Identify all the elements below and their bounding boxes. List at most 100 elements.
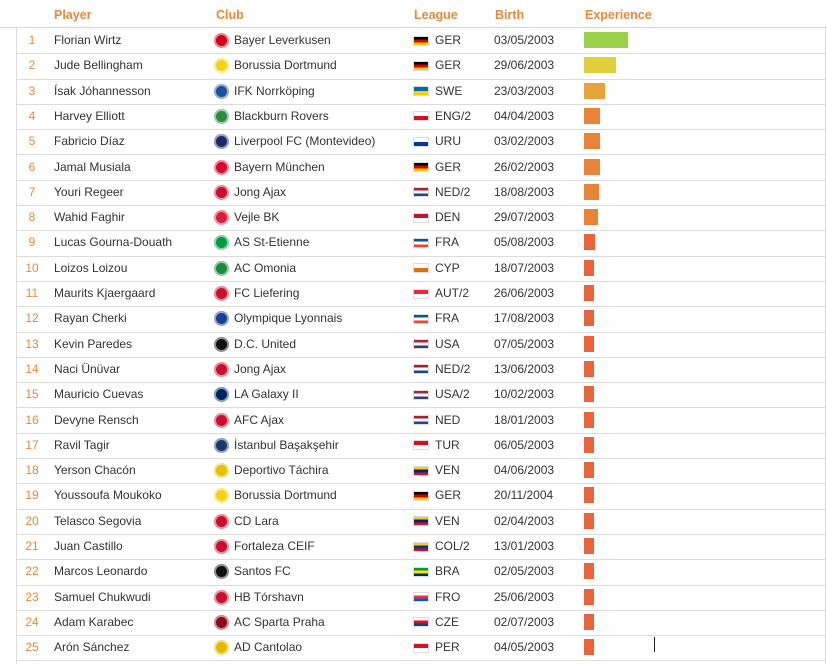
birth-date: 25/06/2003 [494, 589, 555, 604]
player-name[interactable]: Marcos Leonardo [54, 564, 148, 579]
club-name[interactable]: Liverpool FC (Montevideo) [234, 134, 376, 149]
rank-number: 20 [25, 513, 39, 528]
club-cell: D.C. United [214, 335, 296, 354]
table-row[interactable]: 14 Naci Ünüvar Jong Ajax NED/2 13/06/2003 [16, 357, 826, 384]
club-name[interactable]: CD Lara [234, 513, 279, 528]
player-name[interactable]: Harvey Elliott [54, 108, 125, 123]
player-name[interactable]: Youssoufa Moukoko [54, 488, 162, 503]
player-name[interactable]: Jamal Musiala [54, 159, 131, 174]
player-name[interactable]: Ísak Jóhannesson [54, 83, 151, 98]
league-code: GER [435, 33, 462, 47]
player-name[interactable]: Maurits Kjaergaard [54, 286, 156, 300]
header-player[interactable]: Player [54, 8, 92, 22]
league-cell: VEN [413, 512, 460, 531]
lyon-crest-icon [214, 311, 229, 327]
club-name[interactable]: LA Galaxy II [234, 387, 299, 402]
table-row[interactable]: 16 Devyne Rensch AFC Ajax NED 18/01/2003 [16, 408, 826, 434]
club-name[interactable]: AFC Ajax [234, 412, 285, 427]
club-name[interactable]: Vejle BK [234, 210, 280, 225]
club-name[interactable]: IFK Norrköping [234, 83, 315, 98]
table-row[interactable]: 6 Jamal Musiala Bayern München GER 26/02/200… [16, 155, 826, 181]
player-name[interactable]: Youri Regeer [54, 184, 124, 199]
club-name[interactable]: Deportivo Táchira [234, 463, 329, 478]
club-name[interactable]: Bayer Leverkusen [234, 33, 331, 47]
colombia-flag-icon [413, 541, 429, 552]
player-name[interactable]: Loizos Loizou [54, 260, 128, 275]
table-row[interactable]: 22 Marcos Leonardo Santos FC BRA 02/05/2003 [16, 559, 826, 586]
club-name[interactable]: Blackburn Rovers [234, 108, 329, 123]
birth-date: 20/11/2004 [494, 488, 554, 503]
basaksehir-crest-icon [214, 437, 229, 453]
table-row[interactable]: 12 Rayan Cherki Olympique Lyonnais FRA 17/08… [16, 306, 826, 333]
club-name[interactable]: Borussia Dortmund [234, 488, 337, 503]
table-row[interactable]: 23 Samuel Chukwudi HB Tórshavn FRO 25/06/200… [16, 585, 826, 611]
table-row[interactable]: 9 Lucas Gourna-Douath AS St-Etienne FRA 05/0… [16, 230, 826, 257]
table-row[interactable]: 11 Maurits Kjaergaard FC Liefering AUT/2 26/… [16, 281, 826, 308]
table-row[interactable]: 13 Kevin Paredes D.C. United USA 07/05/2003 [16, 332, 826, 358]
club-name[interactable]: Olympique Lyonnais [234, 311, 343, 326]
birth-date: 29/06/2003 [494, 58, 555, 73]
club-name[interactable]: Bayern München [234, 159, 325, 174]
player-name[interactable]: Juan Castillo [54, 539, 123, 553]
table-row[interactable]: 20 Telasco Segovia CD Lara VEN 02/04/2003 [16, 509, 826, 535]
table-row[interactable]: 3 Ísak Jóhannesson IFK Norrköping SWE 23/03/… [16, 79, 826, 105]
club-name[interactable]: AC Omonia [234, 260, 297, 275]
club-name[interactable]: Santos FC [234, 564, 291, 579]
club-name[interactable]: İstanbul Başakşehir [234, 437, 339, 452]
player-name[interactable]: Yerson Chacón [54, 463, 136, 478]
player-name[interactable]: Rayan Cherki [54, 311, 127, 326]
header-experience[interactable]: Experience [585, 8, 652, 22]
player-name[interactable]: Wahid Faghir [54, 210, 125, 225]
table-row[interactable]: 1 Florian Wirtz Bayer Leverkusen GER 03/05/2… [16, 28, 826, 55]
table-row[interactable]: 5 Fabricio Díaz Liverpool FC (Montevideo) U… [16, 129, 826, 156]
table-row[interactable]: 17 Ravil Tagir İstanbul Başakşehir TUR 06/05… [16, 433, 826, 460]
club-name[interactable]: Jong Ajax [234, 184, 287, 199]
player-name[interactable]: Fabricio Díaz [54, 134, 125, 149]
club-name[interactable]: AS St-Etienne [234, 235, 310, 250]
player-name[interactable]: Jude Bellingham [54, 58, 143, 73]
player-name[interactable]: Kevin Paredes [54, 336, 133, 351]
player-name[interactable]: Devyne Rensch [54, 412, 139, 427]
venezuela-flag-icon [413, 516, 429, 527]
player-name[interactable]: Florian Wirtz [54, 33, 122, 47]
club-name[interactable]: AD Cantolao [234, 640, 303, 655]
table-row[interactable]: 18 Yerson Chacón Deportivo Táchira VEN 04/06… [16, 458, 826, 485]
club-name[interactable]: D.C. United [234, 336, 297, 351]
club-cell: Borussia Dortmund [214, 56, 337, 75]
league-cell: PER [413, 638, 460, 657]
lara-crest-icon [214, 513, 229, 529]
birth-date: 04/06/2003 [494, 463, 555, 478]
player-name[interactable]: Arón Sánchez [54, 640, 130, 655]
player-name[interactable]: Ravil Tagir [54, 437, 110, 452]
header-league[interactable]: League [414, 8, 458, 22]
table-row[interactable]: 15 Mauricio Cuevas LA Galaxy II USA/2 10/02/… [16, 382, 826, 409]
experience-bar [584, 538, 594, 554]
club-name[interactable]: AC Sparta Praha [234, 614, 325, 629]
player-name[interactable]: Adam Karabec [54, 614, 134, 629]
table-row[interactable]: 25 Arón Sánchez AD Cantolao PER 04/05/2003 [16, 635, 826, 662]
table-row[interactable]: 24 Adam Karabec AC Sparta Praha CZE 02/07/20… [16, 610, 826, 637]
club-name[interactable]: HB Tórshavn [234, 589, 304, 604]
club-name[interactable]: FC Liefering [234, 286, 300, 300]
table-row[interactable]: 7 Youri Regeer Jong Ajax NED/2 18/08/2003 [16, 180, 826, 207]
club-cell: AFC Ajax [214, 411, 284, 430]
club-name[interactable]: Fortaleza CEIF [234, 539, 315, 553]
player-name[interactable]: Telasco Segovia [54, 513, 142, 528]
table-row[interactable]: 19 Youssoufa Moukoko Borussia Dortmund GER 2… [16, 483, 826, 510]
player-name[interactable]: Samuel Chukwudi [54, 589, 151, 604]
club-name[interactable]: Borussia Dortmund [234, 58, 337, 73]
table-row[interactable]: 4 Harvey Elliott Blackburn Rovers ENG/2 04/0… [16, 104, 826, 131]
table-row[interactable]: 10 Loizos Loizou AC Omonia CYP 18/07/2003 [16, 256, 826, 282]
header-birth[interactable]: Birth [495, 8, 525, 22]
table-row[interactable]: 8 Wahid Faghir Vejle BK DEN 29/07/2003 [16, 205, 826, 232]
player-name[interactable]: Lucas Gourna-Douath [54, 235, 173, 250]
header-club[interactable]: Club [216, 8, 244, 22]
table-row[interactable]: 2 Jude Bellingham Borussia Dortmund GER 29/0… [16, 53, 826, 80]
club-name[interactable]: Jong Ajax [234, 361, 287, 376]
table-row[interactable]: 21 Juan Castillo Fortaleza CEIF COL/2 13/01/… [16, 534, 826, 561]
germany-flag-icon [413, 162, 429, 172]
club-cell: Bayern München [214, 158, 325, 177]
player-name[interactable]: Naci Ünüvar [54, 361, 121, 376]
player-name[interactable]: Mauricio Cuevas [54, 387, 144, 402]
experience-bar [584, 234, 595, 251]
